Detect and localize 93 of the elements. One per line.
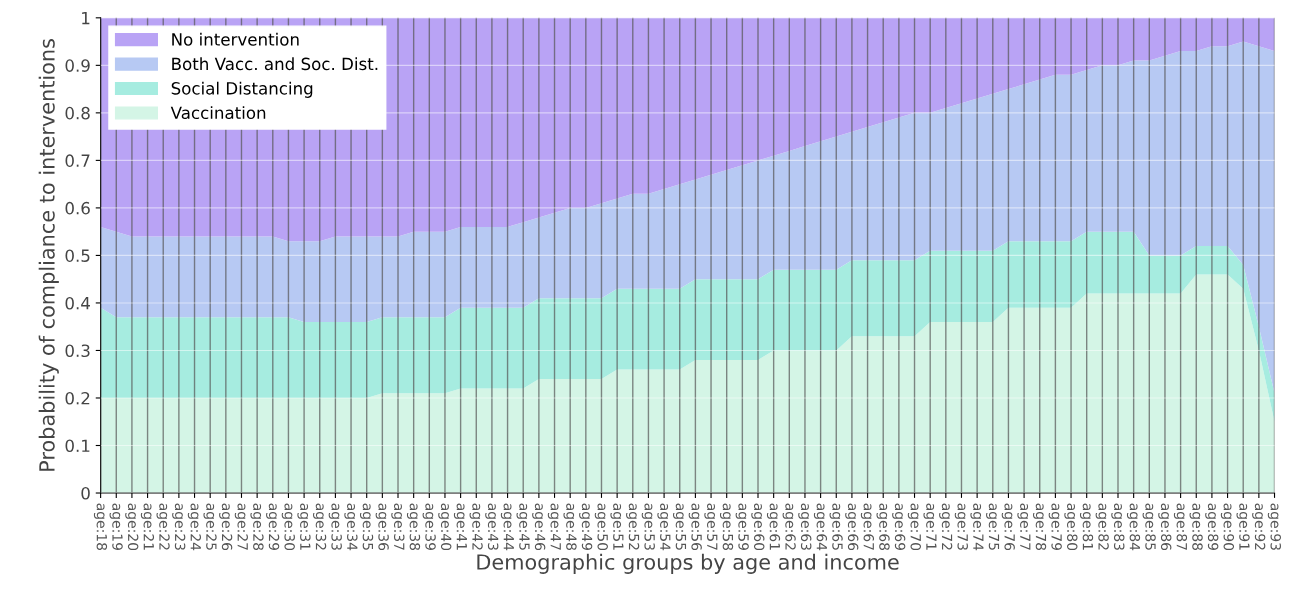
x-tick-label: age:46 bbox=[532, 503, 546, 551]
x-tick-label: age:79 bbox=[1048, 503, 1062, 550]
x-tick-label: age:86 bbox=[1158, 503, 1172, 551]
x-tick-label: age:66 bbox=[845, 503, 859, 551]
x-tick-label: age:25 bbox=[203, 503, 217, 550]
x-tick-label: age:74 bbox=[970, 503, 984, 551]
x-tick-label: age:62 bbox=[782, 503, 796, 550]
x-tick-label: age:83 bbox=[1111, 503, 1125, 550]
x-tick-label: age:31 bbox=[297, 503, 311, 550]
x-tick-label: age:51 bbox=[610, 503, 624, 550]
x-tick-label: age:55 bbox=[673, 503, 687, 550]
x-tick-label: age:61 bbox=[766, 503, 781, 550]
x-tick-label: age:63 bbox=[798, 503, 812, 550]
y-tick-label: 0.6 bbox=[65, 201, 90, 215]
x-tick-label: age:80 bbox=[1064, 503, 1078, 551]
x-tick-label: age:92 bbox=[1252, 503, 1266, 550]
x-tick-label: age:87 bbox=[1173, 503, 1188, 550]
x-tick-label: age:47 bbox=[547, 503, 561, 550]
x-tick-label: age:21 bbox=[140, 503, 155, 550]
x-tick-label: age:84 bbox=[1126, 503, 1141, 551]
x-tick-label: age:32 bbox=[313, 503, 327, 550]
x-tick-label: age:59 bbox=[735, 503, 749, 550]
x-tick-label: age:60 bbox=[751, 503, 765, 551]
x-tick-label: age:88 bbox=[1189, 503, 1203, 551]
x-tick-label: age:34 bbox=[344, 503, 358, 551]
y-tick-label: 0.2 bbox=[65, 391, 90, 405]
x-tick-label: age:65 bbox=[829, 503, 843, 550]
x-tick-label: age:33 bbox=[328, 503, 342, 550]
y-tick-label: 0.4 bbox=[65, 296, 90, 310]
x-tick-label: age:43 bbox=[485, 503, 499, 550]
x-tick-label: age:89 bbox=[1205, 503, 1219, 550]
x-tick-label: age:41 bbox=[453, 503, 467, 550]
x-tick-label: age:37 bbox=[391, 503, 405, 550]
x-tick-label: age:48 bbox=[563, 503, 577, 551]
x-tick-label: age:23 bbox=[172, 503, 186, 550]
x-tick-label: age:42 bbox=[469, 503, 483, 550]
x-tick-label: age:56 bbox=[688, 503, 702, 551]
x-tick-label: age:68 bbox=[876, 503, 890, 551]
x-tick-label: age:78 bbox=[1033, 503, 1047, 551]
x-tick-label: age:64 bbox=[813, 503, 828, 551]
x-tick-label: age:27 bbox=[234, 503, 248, 550]
x-tick-label: age:90 bbox=[1220, 503, 1235, 551]
legend-label: Both Vacc. and Soc. Dist. bbox=[172, 57, 378, 71]
x-tick-label: age:73 bbox=[954, 503, 968, 550]
x-tick-label: age:82 bbox=[1095, 503, 1109, 550]
y-tick-label: 0.1 bbox=[65, 439, 90, 453]
x-tick-label: age:19 bbox=[109, 503, 123, 550]
x-tick-label: age:75 bbox=[986, 503, 1000, 550]
x-tick-label: age:30 bbox=[281, 503, 295, 551]
y-tick-label: 0 bbox=[81, 486, 90, 500]
x-tick-label: age:70 bbox=[907, 503, 921, 551]
x-tick-label: age:29 bbox=[266, 503, 280, 550]
x-tick-label: age:76 bbox=[1001, 503, 1015, 551]
y-tick-label: 0.7 bbox=[65, 154, 90, 167]
x-tick-label: age:52 bbox=[626, 503, 640, 550]
x-axis-title: Demographic groups by age and income bbox=[477, 553, 899, 574]
x-tick-label: age:22 bbox=[156, 503, 170, 550]
x-tick-label: age:44 bbox=[500, 503, 514, 551]
x-tick-label: age:24 bbox=[187, 503, 202, 551]
x-tick-label: age:53 bbox=[641, 503, 655, 550]
y-tick-label: 0.5 bbox=[65, 249, 90, 262]
x-tick-label: age:67 bbox=[860, 503, 875, 550]
x-tick-label: age:85 bbox=[1142, 503, 1156, 550]
x-tick-label: age:57 bbox=[704, 503, 718, 550]
x-tick-label: age:28 bbox=[250, 503, 264, 551]
x-tick-label: age:81 bbox=[1079, 503, 1094, 550]
legend-label: Social Distancing bbox=[171, 81, 313, 98]
y-tick-label: 0.8 bbox=[65, 106, 90, 120]
y-tick-label: 0.9 bbox=[65, 59, 90, 72]
y-tick-label: 0.3 bbox=[65, 344, 90, 358]
x-tick-label: age:40 bbox=[438, 503, 452, 551]
legend-label: No intervention bbox=[172, 32, 299, 46]
y-axis-title: Probability of compliance to interventions bbox=[38, 39, 59, 471]
x-tick-label: age:72 bbox=[939, 503, 953, 550]
x-tick-label: age:77 bbox=[1017, 503, 1031, 550]
x-tick-label: age:26 bbox=[219, 503, 233, 551]
x-tick-label: age:50 bbox=[594, 503, 608, 551]
x-tick-label: age:39 bbox=[422, 503, 436, 550]
x-tick-label: age:58 bbox=[719, 503, 734, 551]
x-tick-label: age:69 bbox=[892, 503, 906, 550]
x-tick-label: age:54 bbox=[657, 503, 671, 551]
x-tick-label: age:18 bbox=[93, 503, 108, 551]
legend-label: Vaccination bbox=[170, 106, 266, 120]
x-tick-label: age:45 bbox=[516, 503, 530, 550]
y-tick-label: 1 bbox=[82, 12, 90, 25]
x-tick-label: age:49 bbox=[579, 503, 593, 550]
x-tick-label: age:91 bbox=[1236, 503, 1250, 550]
x-tick-label: age:35 bbox=[359, 503, 374, 550]
x-tick-label: age:36 bbox=[375, 503, 389, 551]
x-tick-label: age:38 bbox=[406, 503, 421, 551]
x-tick-label: age:93 bbox=[1267, 503, 1281, 550]
x-tick-label: age:71 bbox=[923, 503, 937, 550]
x-tick-label: age:20 bbox=[125, 503, 139, 551]
